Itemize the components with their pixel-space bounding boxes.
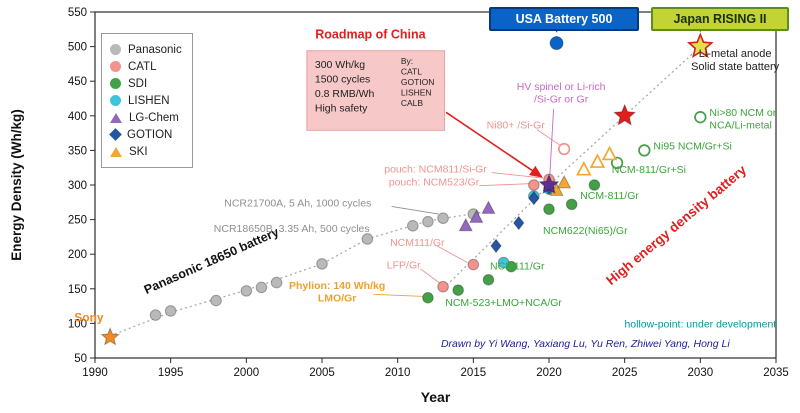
svg-text:By:: By:	[401, 56, 413, 66]
svg-text:LISHEN: LISHEN	[401, 87, 432, 97]
svg-text:pouch: NCM523/Gr: pouch: NCM523/Gr	[389, 177, 480, 189]
catl-circle-marker-icon	[110, 61, 121, 72]
svg-text:2035: 2035	[763, 367, 789, 379]
svg-text:300 Wh/kg: 300 Wh/kg	[315, 59, 365, 71]
svg-text:2020: 2020	[536, 367, 562, 379]
legend-label: Panasonic	[128, 43, 182, 56]
svg-text:NCM111/Gr: NCM111/Gr	[490, 260, 545, 272]
legend-item-gotion: GOTION	[109, 126, 184, 143]
legend-item-lishen: LISHEN	[110, 92, 184, 109]
svg-text:Ni95 NCM/Gr+Si: Ni95 NCM/Gr+Si	[653, 141, 731, 153]
legend-label: CATL	[128, 60, 157, 73]
svg-text:2015: 2015	[461, 367, 487, 379]
svg-text:CATL: CATL	[401, 66, 422, 76]
svg-text:CALB: CALB	[401, 98, 424, 108]
svg-text:NCM111/Gr: NCM111/Gr	[390, 237, 445, 249]
svg-text:150: 150	[68, 284, 87, 296]
legend-item-panasonic: Panasonic	[110, 41, 184, 58]
svg-text:500: 500	[68, 42, 87, 54]
gotion-diamond-marker-icon	[109, 128, 122, 141]
svg-text:Drawn by Yi Wang, Yaxiang Lu,: Drawn by Yi Wang, Yaxiang Lu, Yu Ren, Zh…	[441, 338, 730, 350]
svg-text:1500 cycles: 1500 cycles	[315, 73, 370, 85]
svg-text:300: 300	[68, 180, 87, 192]
legend-item-catl: CATL	[110, 58, 184, 75]
svg-text:NCM-811/Gr+Si: NCM-811/Gr+Si	[612, 164, 686, 176]
legend-label: LG-Chem	[129, 111, 179, 124]
svg-text:hollow-point: under developmen: hollow-point: under development	[624, 319, 776, 331]
svg-text:Sony: Sony	[74, 310, 104, 324]
svg-text:50: 50	[74, 353, 87, 365]
legend-item-ski: SKI	[110, 143, 184, 160]
svg-text:250: 250	[68, 215, 87, 227]
svg-text:450: 450	[68, 76, 87, 88]
svg-text:2005: 2005	[309, 367, 335, 379]
svg-text:NCM-523+LMO+NCA/Gr: NCM-523+LMO+NCA/Gr	[445, 297, 562, 309]
usa-battery-500-badge: USA Battery 500	[489, 7, 639, 31]
x-axis-title: Year	[420, 389, 451, 405]
legend-label: GOTION	[127, 128, 173, 141]
svg-text:High safety: High safety	[315, 102, 368, 114]
y-axis-title: Energy Density (Wh/kg)	[9, 109, 24, 261]
svg-text:2000: 2000	[234, 367, 260, 379]
svg-text:350: 350	[68, 145, 87, 157]
svg-text:pouch: NCM811/Si-Gr: pouch: NCM811/Si-Gr	[384, 164, 487, 176]
svg-text:1990: 1990	[82, 367, 108, 379]
legend-item-lg-chem: LG-Chem	[110, 109, 184, 126]
svg-text:2025: 2025	[612, 367, 638, 379]
legend-label: SDI	[128, 77, 148, 90]
lg-chem-triangle-marker-icon	[110, 112, 122, 123]
svg-text:200: 200	[68, 249, 87, 261]
svg-text:550: 550	[68, 7, 87, 19]
svg-text:1995: 1995	[158, 367, 184, 379]
ski-triangle-marker-icon	[110, 146, 122, 157]
chart-legend: Panasonic CATL SDI LISHEN LG-Chem GOTION…	[101, 33, 193, 168]
svg-text:100: 100	[68, 318, 87, 330]
japan-rising-ii-badge: Japan RISING II	[651, 7, 789, 31]
panasonic-circle-marker-icon	[110, 44, 121, 55]
svg-text:400: 400	[68, 111, 87, 123]
svg-text:2010: 2010	[385, 367, 411, 379]
svg-text:2030: 2030	[688, 367, 714, 379]
svg-text:GOTION: GOTION	[401, 77, 435, 87]
svg-text:NCM-811/Gr: NCM-811/Gr	[580, 190, 639, 202]
svg-text:LFP/Gr: LFP/Gr	[387, 260, 421, 272]
legend-item-sdi: SDI	[110, 75, 184, 92]
svg-text:NCR18650B, 3.35 Ah, 500 cycles: NCR18650B, 3.35 Ah, 500 cycles	[214, 223, 370, 235]
svg-text:Roadmap of China: Roadmap of China	[315, 27, 426, 41]
legend-label: LISHEN	[128, 94, 170, 107]
svg-text:NCM622(Ni65)/Gr: NCM622(Ni65)/Gr	[543, 225, 628, 237]
legend-label: SKI	[129, 145, 148, 158]
svg-text:Ni80+ /Si-Gr: Ni80+ /Si-Gr	[487, 119, 546, 131]
sdi-circle-marker-icon	[110, 78, 121, 89]
svg-text:HV spinel or Li-rich/Si-Gr or: HV spinel or Li-rich/Si-Gr or Gr	[517, 81, 606, 106]
svg-text:NCR21700A, 5 Ah, 1000 cycles: NCR21700A, 5 Ah, 1000 cycles	[224, 197, 371, 209]
svg-text:0.8 RMB/Wh: 0.8 RMB/Wh	[315, 88, 375, 100]
lishen-circle-marker-icon	[110, 95, 121, 106]
